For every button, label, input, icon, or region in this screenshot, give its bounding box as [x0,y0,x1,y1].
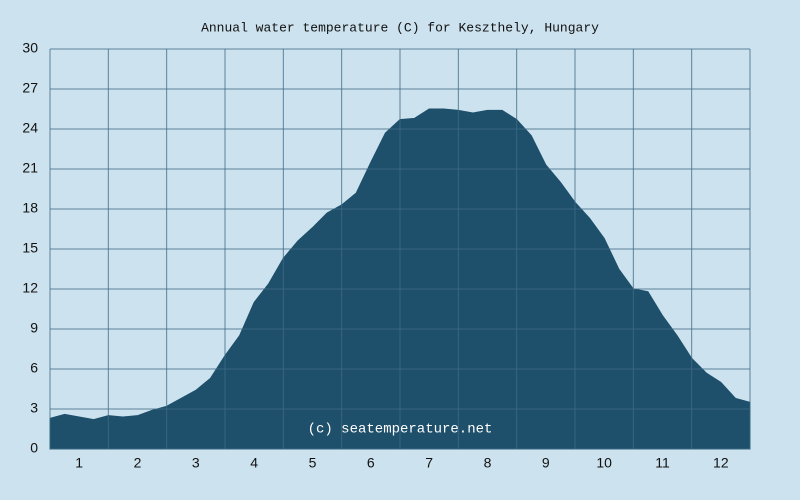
x-tick-label: 8 [484,455,492,471]
x-tick-label: 2 [134,455,142,471]
watermark: (c) seatemperature.net [308,422,493,438]
x-tick-label: 5 [309,455,317,471]
x-tick-label: 3 [192,455,200,471]
x-tick-label: 11 [655,455,670,471]
y-tick-label: 24 [22,120,38,136]
x-tick-label: 9 [542,455,550,471]
y-tick-label: 15 [22,240,38,256]
x-tick-label: 7 [425,455,433,471]
y-tick-label: 21 [22,160,38,176]
chart-title: Annual water temperature (C) for Keszthe… [201,20,599,35]
y-tick-label: 3 [30,400,38,416]
x-tick-label: 6 [367,455,375,471]
x-tick-label: 10 [596,455,612,471]
y-tick-label: 12 [22,280,38,296]
y-tick-label: 6 [30,360,38,376]
y-tick-label: 27 [22,80,38,96]
y-tick-label: 30 [22,40,38,56]
x-tick-label: 12 [713,455,729,471]
y-tick-label: 0 [30,440,38,456]
x-tick-label: 1 [75,455,83,471]
y-tick-label: 18 [22,200,38,216]
x-tick-label: 4 [250,455,258,471]
y-tick-label: 9 [30,320,38,336]
